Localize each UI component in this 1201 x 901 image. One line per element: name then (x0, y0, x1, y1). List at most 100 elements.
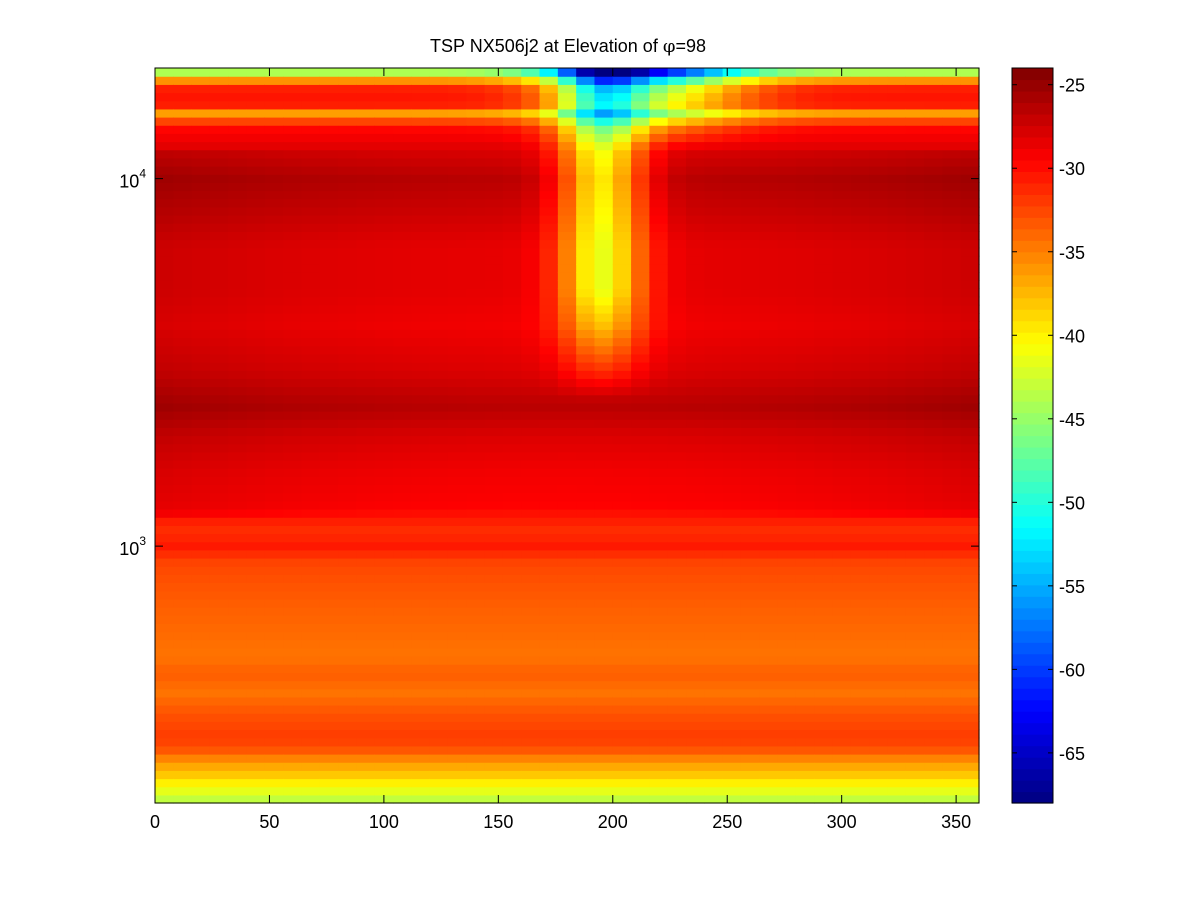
heatmap-cell (631, 574, 650, 584)
heatmap-cell (539, 672, 559, 682)
heatmap-cell (246, 533, 266, 543)
heatmap-cell (869, 280, 889, 290)
heatmap-cell (905, 549, 925, 559)
heatmap-cell (356, 345, 376, 355)
heatmap-cell (447, 696, 467, 706)
heatmap-cell (814, 745, 834, 755)
heatmap-cell (283, 394, 303, 404)
heatmap-cell (155, 264, 174, 273)
heatmap-cell (484, 321, 504, 330)
heatmap-cell (429, 696, 449, 706)
heatmap-cell (393, 68, 412, 77)
heatmap-cell (264, 729, 284, 739)
heatmap-cell (649, 443, 669, 453)
heatmap-cell (502, 337, 522, 347)
heatmap-cell (319, 288, 339, 298)
heatmap-cell (704, 574, 724, 584)
heatmap-cell (832, 264, 852, 273)
heatmap-cell (338, 574, 358, 584)
colorbar-segment (1012, 159, 1053, 172)
heatmap-cell (722, 484, 742, 494)
heatmap-cell (539, 680, 559, 690)
heatmap-cell (283, 574, 303, 584)
heatmap-cell (484, 149, 504, 159)
heatmap-cell (850, 411, 870, 420)
heatmap-cell (814, 762, 834, 771)
heatmap-cell (667, 688, 687, 698)
heatmap-cell (209, 729, 229, 739)
colorbar-segment (1012, 481, 1053, 494)
colorbar-segment (1012, 136, 1053, 149)
heatmap-cell (429, 206, 449, 216)
heatmap-cell (228, 313, 248, 322)
heatmap-cell (594, 378, 614, 388)
heatmap-cell (173, 345, 193, 355)
heatmap-cell (283, 500, 303, 510)
heatmap-cell (686, 468, 705, 477)
heatmap-cell (631, 786, 650, 796)
heatmap-cell (722, 133, 742, 143)
heatmap-cell (832, 370, 852, 379)
heatmap-cell (850, 615, 870, 624)
heatmap-cell (905, 631, 925, 641)
heatmap-cell (960, 215, 980, 224)
heatmap-cell (191, 737, 211, 747)
heatmap-cell (631, 533, 650, 543)
heatmap-cell (777, 411, 797, 420)
heatmap-cell (686, 255, 705, 265)
heatmap-cell (429, 280, 449, 290)
heatmap-cell (686, 288, 705, 298)
heatmap-cell (740, 353, 760, 363)
heatmap-cell (869, 460, 889, 469)
heatmap-cell (667, 705, 687, 714)
heatmap-cell (521, 198, 541, 208)
heatmap-cell (374, 149, 394, 159)
heatmap-cell (576, 280, 596, 290)
heatmap-cell (649, 280, 669, 290)
heatmap-cell (301, 345, 321, 355)
heatmap-cell (356, 639, 376, 649)
heatmap-cell (191, 402, 211, 412)
heatmap-cell (356, 451, 376, 461)
heatmap-cell (777, 533, 797, 543)
heatmap-cell (338, 737, 358, 747)
heatmap-cell (484, 672, 504, 682)
heatmap-cell (393, 525, 412, 535)
heatmap-cell (924, 762, 943, 771)
heatmap-cell (356, 190, 376, 200)
heatmap-cell (173, 574, 193, 584)
heatmap-cell (722, 108, 742, 118)
heatmap-cell (814, 696, 834, 706)
heatmap-cell (740, 664, 760, 673)
heatmap-cell (649, 296, 669, 306)
heatmap-cell (319, 786, 339, 796)
heatmap-cell (740, 76, 760, 85)
heatmap-cell (649, 174, 669, 183)
heatmap-cell (814, 451, 834, 461)
heatmap-cell (704, 468, 724, 477)
heatmap-cell (905, 762, 925, 771)
heatmap-cell (612, 492, 632, 502)
heatmap-cell (374, 100, 394, 110)
heatmap-cell (924, 786, 943, 796)
heatmap-cell (264, 157, 284, 167)
heatmap-cell (447, 296, 467, 306)
heatmap-cell (905, 607, 925, 616)
heatmap-cell (319, 664, 339, 673)
heatmap-cell (466, 484, 486, 494)
heatmap-cell (905, 770, 925, 780)
heatmap-cell (356, 509, 376, 518)
heatmap-cell (246, 304, 266, 314)
heatmap-cell (576, 525, 596, 535)
heatmap-cell (942, 656, 962, 665)
heatmap-cell (264, 680, 284, 690)
heatmap-cell (795, 460, 815, 469)
heatmap-cell (502, 394, 522, 404)
heatmap-cell (429, 794, 449, 804)
heatmap-cell (447, 517, 467, 526)
heatmap-cell (740, 157, 760, 167)
heatmap-cell (576, 215, 596, 224)
heatmap-cell (905, 590, 925, 600)
heatmap-cell (777, 92, 797, 102)
